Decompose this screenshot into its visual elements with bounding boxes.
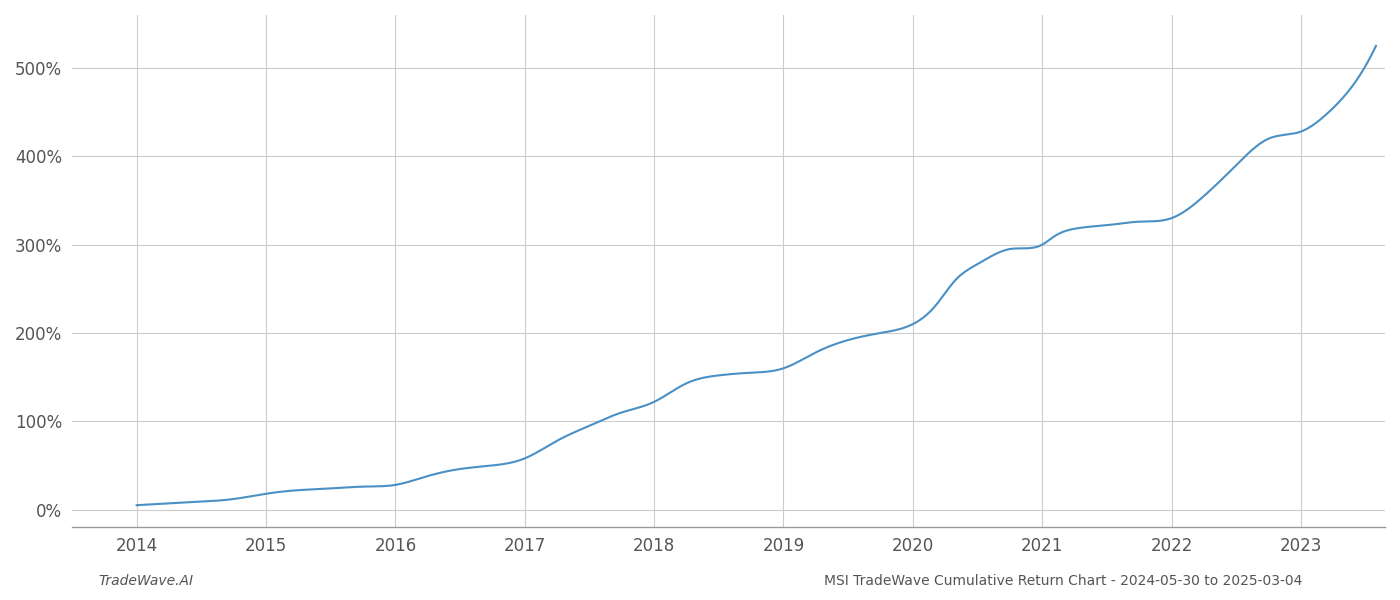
Text: TradeWave.AI: TradeWave.AI — [98, 574, 193, 588]
Text: MSI TradeWave Cumulative Return Chart - 2024-05-30 to 2025-03-04: MSI TradeWave Cumulative Return Chart - … — [823, 574, 1302, 588]
